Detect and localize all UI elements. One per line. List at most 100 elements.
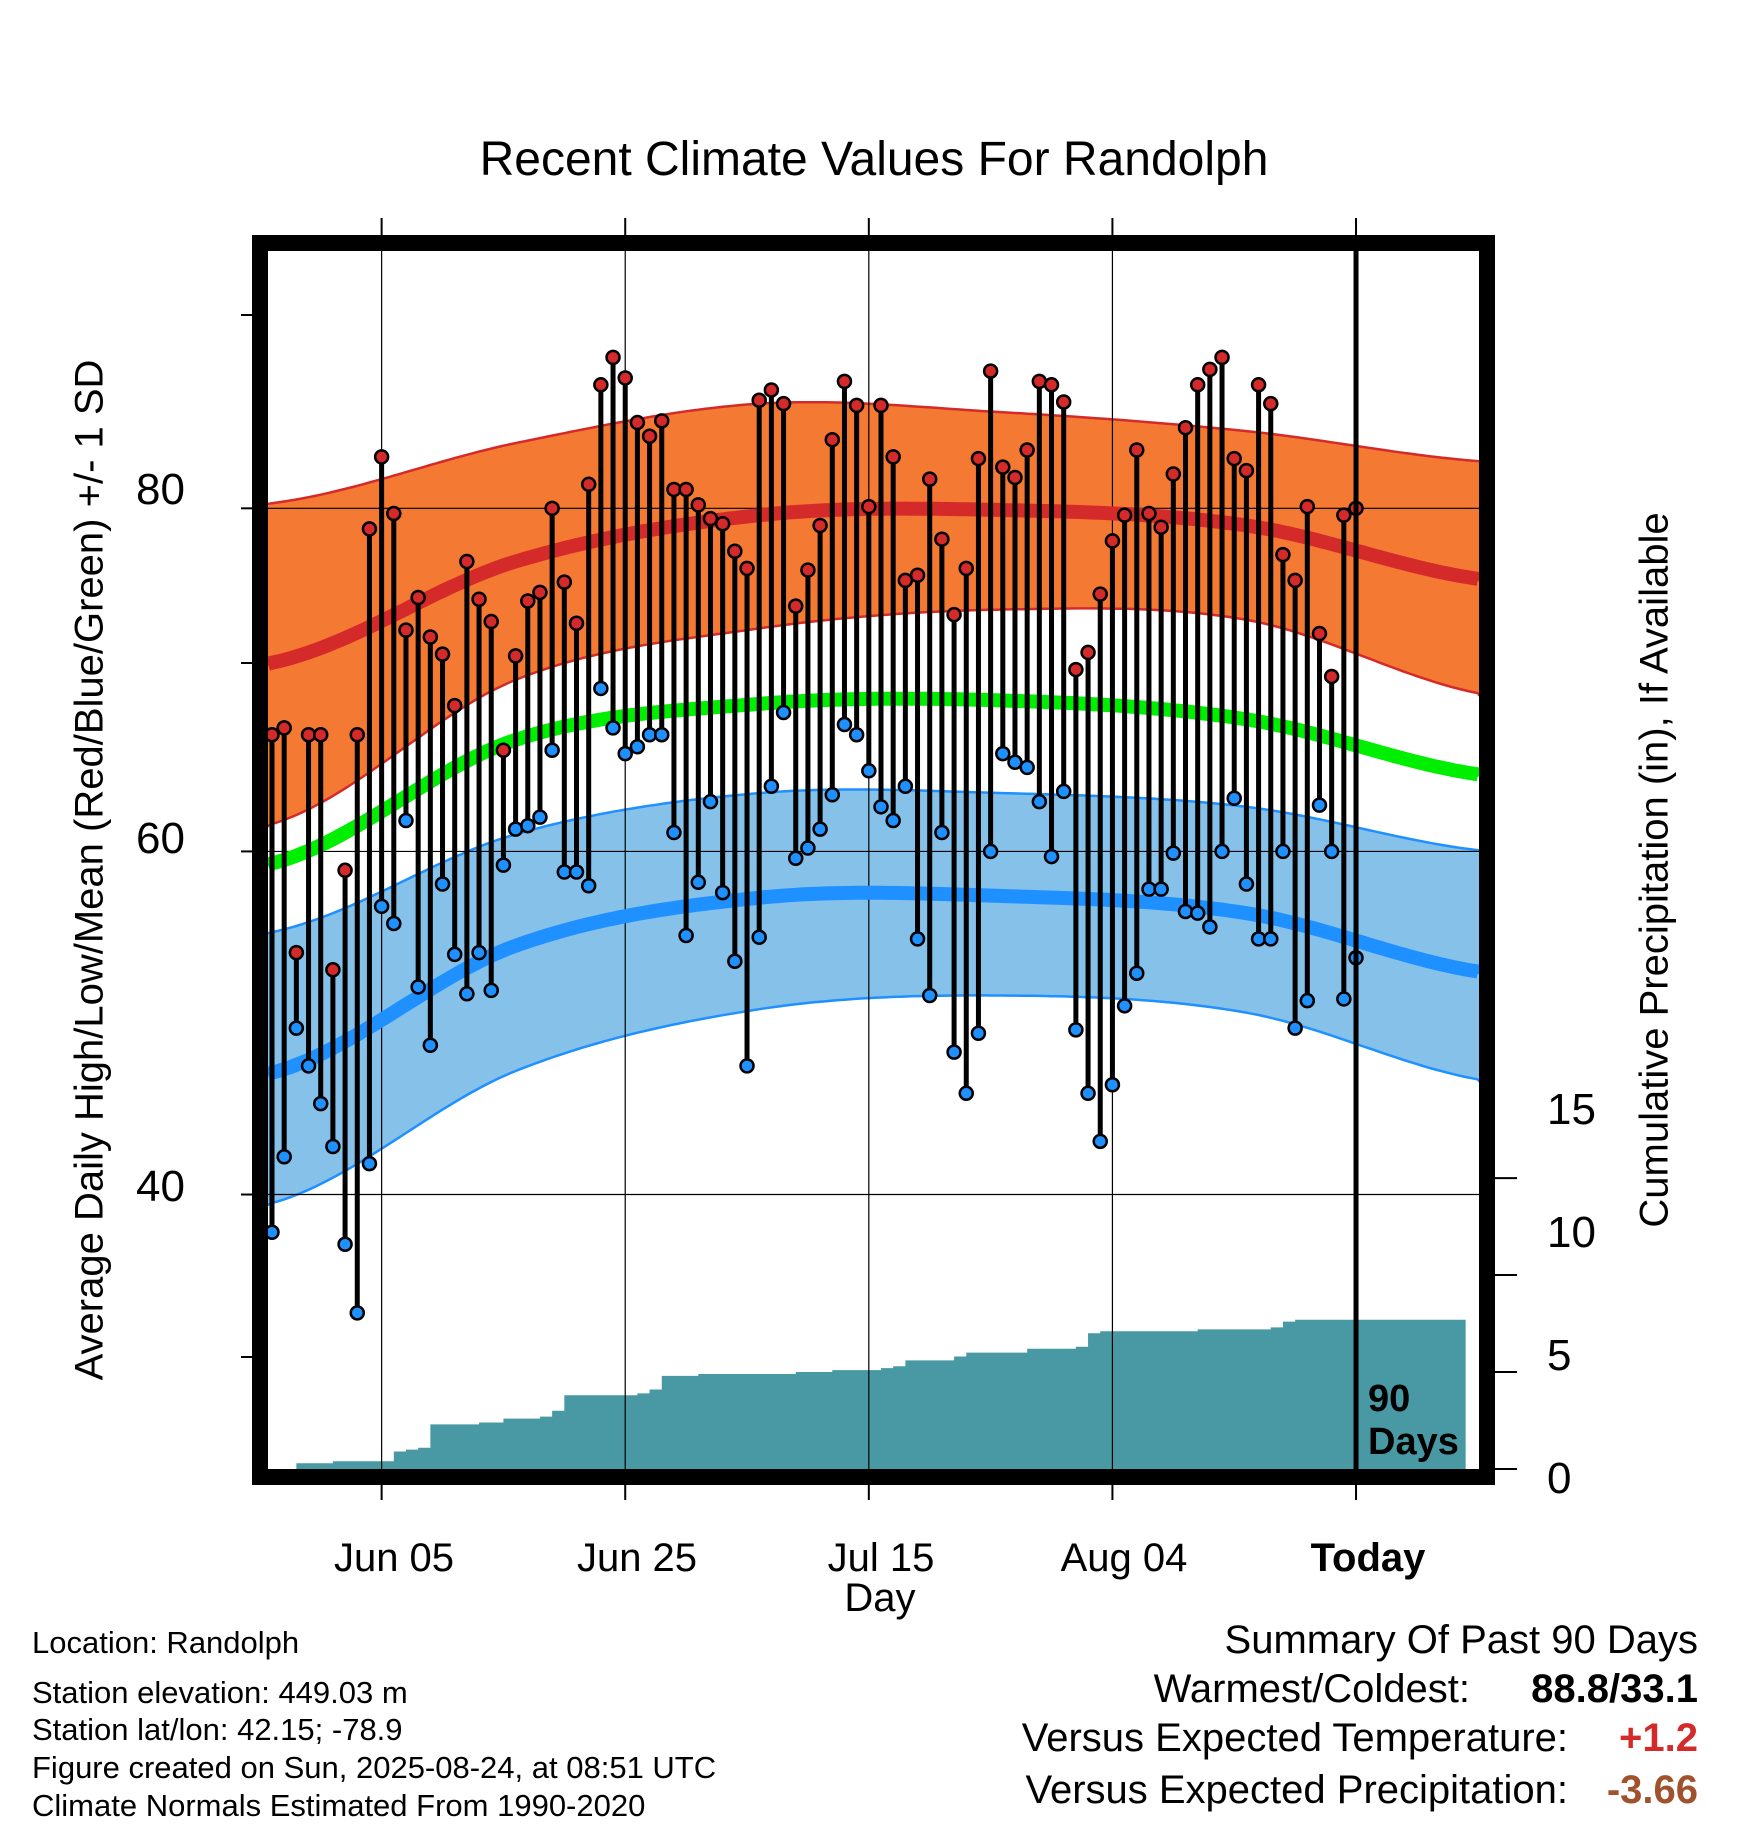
low-point xyxy=(1275,843,1291,860)
x-tick-label-jun-25: Jun 25 xyxy=(576,1536,698,1580)
low-point xyxy=(1055,783,1072,800)
high-point xyxy=(1202,361,1218,378)
high-point xyxy=(836,373,853,390)
footer-normals: Climate Normals Estimated From 1990-2020 xyxy=(32,1788,646,1823)
plot-frame xyxy=(252,235,1495,1485)
y-tick-label-40: 40 xyxy=(136,1162,185,1211)
low-point xyxy=(1080,1085,1096,1102)
high-point xyxy=(483,613,499,630)
low-point xyxy=(666,824,682,841)
high-point xyxy=(276,720,292,736)
low-point xyxy=(434,876,451,892)
high-point xyxy=(288,944,305,961)
low-point xyxy=(1104,1076,1121,1093)
chart-title: Recent Climate Values For Randolph xyxy=(479,133,1269,186)
daily-points xyxy=(264,349,1364,1321)
daily-stems xyxy=(269,357,1359,1313)
low-point xyxy=(1189,905,1206,921)
high-point xyxy=(398,622,414,638)
low-point xyxy=(836,716,853,733)
y-tick-label-60: 60 xyxy=(136,814,185,863)
high-point xyxy=(1104,533,1121,549)
low-point xyxy=(1129,965,1145,981)
low-point xyxy=(934,824,950,841)
high-point xyxy=(982,363,999,379)
low-point xyxy=(1153,881,1169,897)
low-point xyxy=(897,778,914,794)
y-tick-label-80: 80 xyxy=(136,465,185,514)
high-point xyxy=(312,727,329,743)
high-point xyxy=(1226,450,1242,467)
high-point xyxy=(507,648,524,664)
high-point xyxy=(824,431,841,448)
low-point xyxy=(873,799,889,815)
low-point xyxy=(544,742,560,758)
low-point xyxy=(995,745,1011,762)
high-point xyxy=(1165,466,1182,482)
low-point xyxy=(1165,845,1182,861)
low-point xyxy=(1068,1022,1084,1038)
low-point xyxy=(580,877,597,894)
low-point xyxy=(1323,843,1340,860)
low-point xyxy=(349,1305,366,1321)
low-point xyxy=(1092,1133,1108,1150)
high-point xyxy=(532,584,548,601)
high-point xyxy=(1177,419,1194,436)
high-point xyxy=(1287,572,1303,589)
days-marker-label: 90 Days xyxy=(1368,1378,1459,1463)
high-point xyxy=(995,459,1011,475)
low-point xyxy=(300,1058,317,1074)
high-point xyxy=(422,629,439,645)
high-point xyxy=(605,349,621,366)
low-point xyxy=(1202,919,1218,935)
summary-temp-label: Versus Expected Temperature: xyxy=(1021,1716,1568,1760)
high-point xyxy=(495,742,512,758)
low-point xyxy=(1116,998,1133,1014)
high-point xyxy=(629,414,646,431)
high-point xyxy=(690,497,707,513)
high-point xyxy=(386,505,402,522)
low-point xyxy=(1031,793,1048,810)
low-point xyxy=(654,727,670,743)
high-point xyxy=(373,449,390,465)
summary-precip-label: Versus Expected Precipitation: xyxy=(1025,1768,1568,1812)
high-point xyxy=(775,395,792,412)
low-point xyxy=(775,704,792,721)
high-point xyxy=(349,727,366,743)
low-point xyxy=(1336,991,1352,1007)
high-point xyxy=(787,598,804,614)
low-point xyxy=(617,745,633,762)
high-point xyxy=(556,574,573,590)
high-point xyxy=(446,697,463,714)
high-point xyxy=(520,593,536,609)
low-point xyxy=(885,812,901,829)
x-tick-label-today: Today xyxy=(1310,1536,1426,1580)
low-point xyxy=(1214,843,1230,860)
high-point xyxy=(361,521,378,537)
low-point xyxy=(325,1138,341,1155)
low-point xyxy=(787,850,804,867)
low-point xyxy=(1299,992,1316,1009)
high-point xyxy=(1275,546,1291,563)
high-point xyxy=(848,397,865,414)
high-point xyxy=(410,589,426,606)
y2-tick-label-0: 0 xyxy=(1547,1454,1572,1503)
high-point xyxy=(934,531,950,547)
low-point xyxy=(727,953,743,969)
footer-created: Figure created on Sun, 2025-08-24, at 08… xyxy=(32,1750,717,1785)
high-point xyxy=(1238,462,1255,479)
low-point xyxy=(1043,848,1060,865)
high-point xyxy=(1116,507,1133,523)
low-point xyxy=(800,840,816,856)
high-point xyxy=(568,615,585,632)
high-point xyxy=(921,471,938,487)
high-point xyxy=(1019,442,1035,458)
low-point xyxy=(605,720,621,736)
high-point xyxy=(678,481,694,498)
plot-border xyxy=(252,235,1495,1485)
footer-latlon: Station lat/lon: 42.15; -78.9 xyxy=(32,1712,403,1747)
low-point xyxy=(386,915,402,932)
footer-location: Location: Randolph xyxy=(32,1625,300,1660)
low-point xyxy=(337,1236,353,1253)
